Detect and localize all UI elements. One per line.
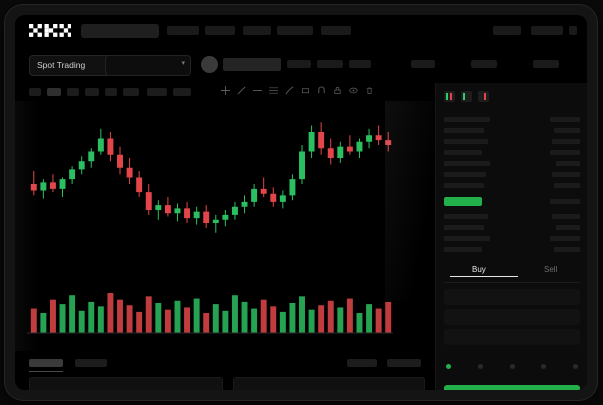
stat-volume-base [471, 60, 497, 68]
orders-card-right[interactable] [233, 377, 425, 390]
stat-high [349, 60, 371, 68]
stat-change [317, 60, 343, 68]
orderbook-row[interactable] [444, 247, 482, 252]
candlestick-canvas[interactable] [15, 101, 435, 351]
drawing-tools-group [221, 86, 374, 95]
orderbook-row-amount [556, 161, 580, 166]
lock-icon[interactable] [333, 86, 342, 95]
timeframe-1d[interactable] [105, 88, 117, 96]
orderbook-row-amount [554, 128, 580, 133]
topbar-action-2[interactable] [531, 26, 563, 35]
pagination-dots [436, 364, 587, 369]
active-tab-underline [29, 371, 63, 372]
tab-buy[interactable]: Buy [472, 265, 486, 274]
orderbook-row-amount [552, 214, 580, 219]
stat-volume-quote [533, 60, 559, 68]
book-both-icon[interactable] [444, 91, 455, 102]
orderbook-row[interactable] [444, 161, 490, 166]
market-header-bar: Spot Trading ▾ ▾ [15, 47, 587, 83]
amount-field[interactable] [444, 309, 580, 325]
orderbook-row-amount [552, 172, 580, 177]
sidebar-item-nav-5[interactable] [321, 26, 351, 35]
orderbook-row[interactable] [444, 214, 488, 219]
orderbook-row[interactable] [444, 128, 484, 133]
tab-order-history[interactable] [75, 359, 107, 367]
orderbook-row-amount [550, 236, 580, 241]
timeframe-4h[interactable] [85, 88, 99, 96]
orderbook-row[interactable] [444, 225, 484, 230]
brush-icon[interactable] [285, 86, 294, 95]
orderbook-row[interactable] [444, 172, 486, 177]
sidebar-item-nav-1[interactable] [167, 26, 199, 35]
pagination-dot-4[interactable] [541, 364, 547, 369]
orders-card-left[interactable] [29, 377, 223, 390]
orderbook-row-amount [554, 247, 580, 252]
timeframe-15m[interactable] [47, 88, 61, 96]
topbar-action-1[interactable] [493, 26, 521, 35]
orderbook-row[interactable] [444, 117, 490, 122]
order-form-tabs: Buy Sell [436, 265, 587, 285]
pair-selector[interactable]: ▾ [105, 55, 191, 76]
trading-mode-label: Spot Trading [37, 60, 86, 70]
pagination-dot-1[interactable] [446, 364, 451, 369]
timeframe-1m[interactable] [29, 88, 41, 96]
eraser-icon[interactable] [301, 86, 310, 95]
trendline-icon[interactable] [237, 86, 246, 95]
trash-icon[interactable] [365, 86, 374, 95]
pair-name-label [223, 58, 281, 71]
orderbook-row[interactable] [444, 183, 484, 188]
chart-type-button[interactable] [173, 88, 191, 96]
stat-last-price [287, 60, 311, 68]
timeframe-more[interactable] [123, 88, 139, 96]
orders-panel [15, 351, 435, 390]
price-chart[interactable] [15, 101, 435, 351]
crosshair-icon[interactable] [221, 86, 230, 95]
book-bids-icon[interactable] [461, 91, 472, 102]
orderbook-row-amount [550, 117, 580, 122]
orderbook-row-amount [552, 139, 580, 144]
spread-amount [550, 199, 580, 204]
fib-icon[interactable] [269, 86, 278, 95]
orderbook-row-amount [554, 183, 580, 188]
tab-open-orders[interactable] [29, 359, 63, 367]
orderbook-view-tabs [444, 91, 489, 102]
active-tab-underline [450, 276, 518, 277]
orderbook-row-amount [556, 225, 580, 230]
submit-order-button[interactable] [444, 385, 580, 390]
orderbook-panel: Buy Sell [435, 83, 587, 390]
tab-sell[interactable]: Sell [544, 265, 558, 274]
orderbook-row-amount [550, 150, 580, 155]
orderbook-row[interactable] [444, 236, 490, 241]
sidebar-item-nav-2[interactable] [205, 26, 235, 35]
avatar[interactable] [569, 26, 577, 35]
orderbook-row[interactable] [444, 139, 488, 144]
book-asks-icon[interactable] [478, 91, 489, 102]
pagination-dot-5[interactable] [573, 364, 578, 369]
horizontal-line-icon[interactable] [253, 86, 262, 95]
indicators-button[interactable] [147, 88, 167, 96]
pagination-dot-2[interactable] [477, 364, 483, 369]
chevron-down-icon: ▾ [181, 60, 185, 67]
eye-icon[interactable] [349, 86, 358, 95]
total-field[interactable] [444, 329, 580, 345]
magnet-icon[interactable] [317, 86, 326, 95]
price-field[interactable] [444, 289, 580, 305]
sidebar-item-nav-4[interactable] [277, 26, 313, 35]
pagination-dot-3[interactable] [509, 364, 515, 369]
tab-positions[interactable] [347, 359, 377, 367]
tab-assets[interactable] [387, 359, 421, 367]
coin-avatar [201, 56, 218, 73]
app-screen: Spot Trading ▾ ▾ [15, 15, 587, 390]
stat-low [411, 60, 435, 68]
orderbook-row[interactable] [444, 150, 482, 155]
panel-divider [444, 282, 580, 283]
timeframe-1h[interactable] [67, 88, 79, 96]
search-input[interactable] [81, 24, 159, 38]
top-navigation-bar [15, 15, 587, 47]
tablet-device: Spot Trading ▾ ▾ [5, 5, 597, 400]
sidebar-item-nav-3[interactable] [243, 26, 271, 35]
spread-indicator [444, 197, 482, 206]
okx-logo-icon[interactable] [29, 24, 71, 38]
